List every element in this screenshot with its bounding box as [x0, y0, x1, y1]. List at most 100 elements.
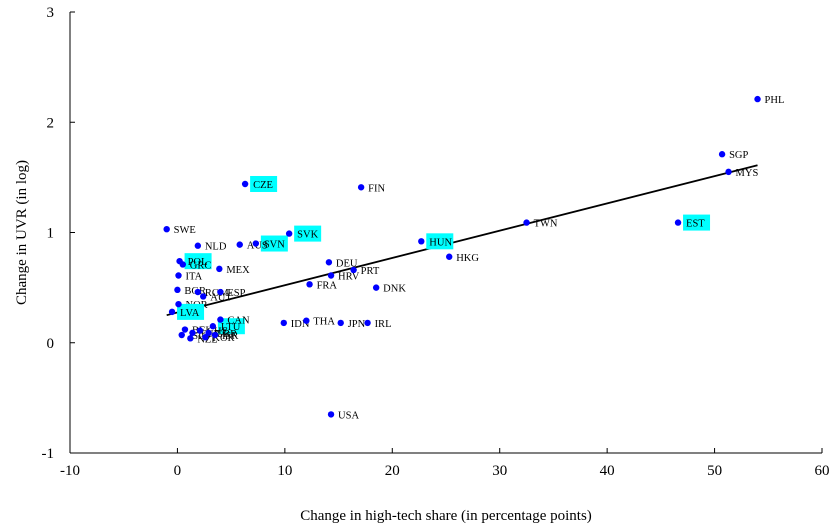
data-point [196, 327, 204, 334]
point-label: SWE [174, 225, 196, 236]
point-labels: PHLSGPMYSTWNESTHUNHKGFINCZESVKSVNAUSSWEN… [174, 95, 785, 421]
point-label: NLD [205, 242, 227, 253]
point-label: NZL [197, 334, 217, 345]
point-label: HUN [429, 237, 452, 248]
point-label: LVA [180, 308, 200, 319]
label-highlight-box [426, 233, 454, 250]
y-axis-title: Change in UVR (in log) [14, 160, 30, 305]
data-point [200, 293, 207, 300]
data-point [178, 331, 185, 339]
label-highlight-box [683, 214, 711, 231]
data-point [194, 288, 202, 296]
data-point [175, 272, 182, 279]
data-point [325, 259, 333, 266]
data-point [168, 308, 176, 316]
point-label: ESP [227, 288, 245, 299]
label-highlight-box [184, 253, 212, 270]
x-tick-label: -10 [60, 463, 80, 479]
data-point [280, 319, 287, 327]
point-label: AUT [210, 292, 232, 303]
y-tick-label: 0 [47, 336, 55, 352]
point-label: KOR [212, 333, 234, 344]
data-point [189, 329, 196, 337]
point-label: FRA [317, 280, 338, 291]
y-tick-label: -1 [42, 446, 55, 462]
data-point [179, 261, 186, 268]
point-label: POL [188, 257, 208, 268]
point-label: ISL [189, 331, 205, 342]
data-point [217, 288, 224, 296]
x-tick-label: 60 [815, 463, 830, 479]
point-label: DEU [336, 258, 358, 269]
data-point [725, 168, 732, 176]
data-point [175, 300, 182, 308]
data-point [718, 151, 726, 158]
data-point [194, 242, 202, 249]
point-label: SVN [264, 240, 285, 251]
x-ticks: -10 0 10 20 30 40 50 60 [60, 448, 830, 479]
data-point [357, 184, 365, 191]
label-highlight-box [294, 225, 322, 242]
point-label: DNK [383, 284, 406, 295]
data-point [209, 323, 217, 330]
data-point [372, 284, 380, 291]
point-label: ISR [222, 331, 238, 342]
point-label: MYS [736, 168, 759, 179]
data-point [252, 240, 260, 247]
data-point [202, 334, 209, 341]
data-point [754, 95, 761, 103]
point-label: IRL [375, 319, 392, 330]
data-point [181, 326, 189, 333]
point-label: LTU [221, 322, 241, 333]
data-point [241, 180, 249, 188]
data-point [174, 286, 181, 294]
point-label: HRV [338, 271, 360, 282]
point-label: PHL [765, 95, 785, 106]
data-points [163, 95, 761, 418]
point-label: CAN [227, 316, 250, 327]
trendline [166, 164, 758, 317]
point-label: USA [338, 410, 359, 421]
y-tick-label: 2 [47, 115, 55, 131]
y-ticks: -1 0 1 2 3 [42, 5, 75, 462]
label-highlight-box [217, 318, 245, 335]
data-point [205, 329, 212, 337]
data-point [327, 272, 335, 279]
point-label: FIN [368, 183, 385, 194]
data-point [306, 281, 313, 288]
point-label: SVK [297, 230, 318, 241]
point-label: CZE [253, 180, 273, 191]
y-tick-label: 1 [47, 226, 55, 242]
point-label: MEX [226, 265, 250, 276]
data-point [217, 316, 224, 323]
data-point [446, 253, 453, 260]
point-label: HKG [456, 253, 479, 264]
data-point [327, 411, 335, 418]
point-label: CHE [207, 327, 228, 338]
data-point [236, 241, 243, 248]
x-tick-label: 0 [174, 463, 182, 479]
data-point [418, 238, 425, 245]
point-label: GRC [190, 260, 212, 271]
point-label: GBR [216, 329, 238, 340]
label-highlight-box [250, 175, 278, 192]
data-point [364, 319, 371, 327]
x-tick-label: 50 [707, 463, 722, 479]
point-label: SGP [729, 150, 748, 161]
data-point [187, 335, 194, 342]
data-point [216, 265, 223, 273]
y-tick-label: 3 [47, 5, 55, 21]
point-label: THA [313, 317, 335, 328]
point-label: EST [686, 219, 705, 230]
point-label: IDN [291, 319, 310, 330]
data-point [211, 331, 219, 339]
x-tick-label: 10 [277, 463, 292, 479]
trendline-group [166, 164, 758, 317]
data-point [303, 317, 310, 324]
point-label: PRT [361, 266, 380, 277]
point-label: ROM [205, 288, 230, 299]
label-highlight-box [260, 235, 288, 252]
x-axis-title: Change in high-tech share (in percentage… [300, 508, 592, 524]
